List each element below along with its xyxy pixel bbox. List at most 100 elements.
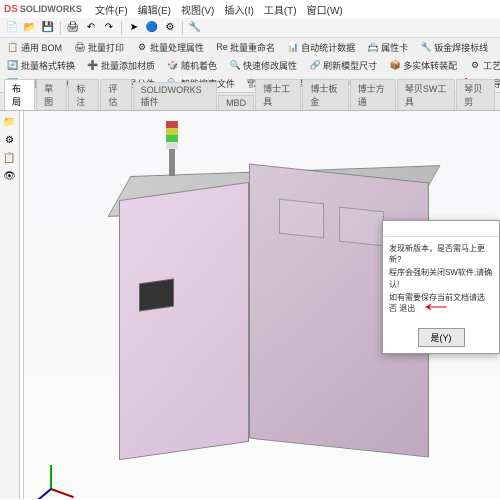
- ribbon-label: 批量添加材质: [101, 59, 155, 72]
- ribbon-label: 快速修改属性: [243, 59, 297, 72]
- separator: [182, 21, 183, 35]
- ribbon-icon: 🎲: [167, 59, 179, 71]
- feature-tree-icon[interactable]: 📁: [3, 115, 17, 129]
- quick-access-toolbar: 📄 📂 💾 🖨 ↶ ↷ ➤ 🔵 ⚙ 🔧: [0, 18, 500, 38]
- signal-tower-light: [166, 121, 178, 149]
- undo-icon[interactable]: ↶: [83, 20, 99, 36]
- options-icon[interactable]: ⚙: [162, 20, 178, 36]
- ribbon-label: 自动统计数据: [301, 41, 355, 54]
- dialog-buttons: 是(Y): [383, 322, 499, 353]
- separator: [60, 21, 61, 35]
- menu-view[interactable]: 视图(V): [176, 2, 219, 17]
- ribbon-row-2: 🔄批量格式转换 ➕批量添加材质 🎲随机着色 🔍快速修改属性 🔗刷新模型尺寸 📦多实体转装配…: [0, 56, 500, 74]
- ribbon-icon: 🔧: [420, 41, 432, 53]
- x-axis: [51, 488, 74, 498]
- ribbon-button[interactable]: 📋通用 BOM: [4, 41, 65, 54]
- control-panel: [139, 279, 174, 312]
- ribbon-icon: 📋: [7, 41, 19, 53]
- ribbon-button[interactable]: 📇属性卡: [364, 41, 411, 54]
- config-icon[interactable]: 📋: [3, 151, 17, 165]
- annotation-arrow: ←: [418, 290, 454, 318]
- access-hatch-1: [279, 199, 324, 239]
- tab[interactable]: 琴贝剪: [456, 79, 495, 110]
- ribbon-button[interactable]: Re批量重命名: [213, 41, 278, 54]
- open-icon[interactable]: 📂: [22, 20, 38, 36]
- cabinet-front-face: [119, 182, 249, 460]
- tab[interactable]: 布局: [4, 79, 35, 110]
- ribbon-button[interactable]: ⚙批量处理属性: [133, 41, 207, 54]
- ribbon-label: 批量打印: [88, 41, 124, 54]
- ribbon-button[interactable]: 🔗刷新模型尺寸: [306, 59, 380, 72]
- dialog-line-1: 发现新版本，是否需马上更新?: [389, 243, 493, 265]
- tab[interactable]: 博士工具: [255, 79, 301, 110]
- ribbon-icon: 🔄: [7, 59, 19, 71]
- ribbon-button[interactable]: 📦多实体转装配: [386, 59, 460, 72]
- ribbon-label: 钣金焊接标线: [434, 41, 488, 54]
- separator: [121, 21, 122, 35]
- new-icon[interactable]: 📄: [4, 20, 20, 36]
- orientation-triad[interactable]: [30, 453, 70, 493]
- property-icon[interactable]: ⚙: [3, 133, 17, 147]
- menu-tools[interactable]: 工具(T): [259, 2, 302, 17]
- menu-file[interactable]: 文件(F): [90, 2, 133, 17]
- ribbon-button[interactable]: 🔍快速修改属性: [226, 59, 300, 72]
- ribbon-icon: Re: [216, 41, 228, 53]
- dialog-line-2: 程序会强制关闭SW软件,请确认!: [389, 267, 493, 289]
- ribbon-label: 批量重命名: [230, 41, 275, 54]
- z-axis: [34, 488, 52, 499]
- ribbon-icon: ➕: [87, 59, 99, 71]
- save-icon[interactable]: 💾: [40, 20, 56, 36]
- ribbon-label: 批量格式转换: [21, 59, 75, 72]
- yes-button[interactable]: 是(Y): [418, 328, 465, 347]
- ribbon-icon: 🖨: [74, 41, 86, 53]
- menu-window[interactable]: 窗口(W): [302, 2, 348, 17]
- app-brand: SOLIDWORKS: [20, 4, 82, 14]
- ribbon-label: 属性卡: [381, 41, 408, 54]
- rebuild-icon[interactable]: 🔵: [144, 20, 160, 36]
- ribbon-label: 工艺属性: [483, 59, 500, 72]
- ribbon-button[interactable]: 🖨批量打印: [71, 41, 127, 54]
- tab[interactable]: SOLIDWORKS 插件: [133, 82, 218, 110]
- app-logo: DS: [4, 4, 18, 15]
- tab[interactable]: MBD: [218, 95, 254, 110]
- ribbon-label: 通用 BOM: [21, 41, 62, 54]
- ribbon-button[interactable]: 🔄批量格式转换: [4, 59, 78, 72]
- settings-icon[interactable]: 🔧: [187, 20, 203, 36]
- side-toolbar: 📁 ⚙ 📋 👁: [0, 111, 20, 499]
- tab[interactable]: 标注: [68, 79, 99, 110]
- y-axis: [50, 465, 52, 489]
- tab[interactable]: 评估: [100, 79, 131, 110]
- tab[interactable]: 博士板金: [302, 79, 348, 110]
- select-icon[interactable]: ➤: [126, 20, 142, 36]
- ribbon-icon: 🔍: [229, 59, 241, 71]
- ribbon-icon: 📇: [367, 41, 379, 53]
- menu-edit[interactable]: 编辑(E): [133, 2, 176, 17]
- display-icon[interactable]: 👁: [3, 169, 17, 183]
- ribbon-icon: 📊: [287, 41, 299, 53]
- tab-bar: 布局草图标注评估SOLIDWORKS 插件MBD博士工具博士板金博士方通琴贝SW…: [0, 93, 500, 111]
- ribbon-icon: 🔗: [309, 59, 321, 71]
- menu-insert[interactable]: 插入(I): [219, 2, 258, 17]
- tab[interactable]: 琴贝SW工具: [397, 79, 455, 110]
- ribbon-label: 多实体转装配: [403, 59, 457, 72]
- access-hatch-2: [339, 207, 384, 247]
- ribbon-icon: 📦: [389, 59, 401, 71]
- print-icon[interactable]: 🖨: [65, 20, 81, 36]
- redo-icon[interactable]: ↷: [101, 20, 117, 36]
- ribbon-button[interactable]: 🎲随机着色: [164, 59, 220, 72]
- tab[interactable]: 博士方通: [350, 79, 396, 110]
- dialog-titlebar[interactable]: [383, 221, 499, 237]
- ribbon-button[interactable]: 🔧钣金焊接标线: [417, 41, 491, 54]
- ribbon-button[interactable]: 📊自动统计数据: [284, 41, 358, 54]
- ribbon-label: 随机着色: [181, 59, 217, 72]
- ribbon-icon: ⚙: [136, 41, 148, 53]
- tab[interactable]: 草图: [36, 79, 67, 110]
- update-dialog: 发现新版本，是否需马上更新? 程序会强制关闭SW软件,请确认! 如有需要保存当前…: [382, 220, 500, 354]
- ribbon-row-1: 📋通用 BOM 🖨批量打印 ⚙批量处理属性 Re批量重命名 📊自动统计数据 📇属性卡 🔧钣金…: [0, 38, 500, 56]
- ribbon-button[interactable]: ⚙工艺属性: [466, 59, 500, 72]
- ribbon-label: 批量处理属性: [150, 41, 204, 54]
- ribbon-label: 刷新模型尺寸: [323, 59, 377, 72]
- ribbon-button[interactable]: ➕批量添加材质: [84, 59, 158, 72]
- ribbon-icon: ⚙: [469, 59, 481, 71]
- title-bar: DS SOLIDWORKS 文件(F) 编辑(E) 视图(V) 插入(I) 工具…: [0, 0, 500, 18]
